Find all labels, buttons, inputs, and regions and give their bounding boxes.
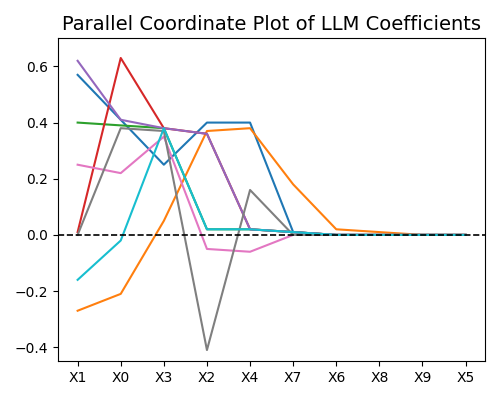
Title: Parallel Coordinate Plot of LLM Coefficients: Parallel Coordinate Plot of LLM Coeffici… xyxy=(62,15,481,34)
